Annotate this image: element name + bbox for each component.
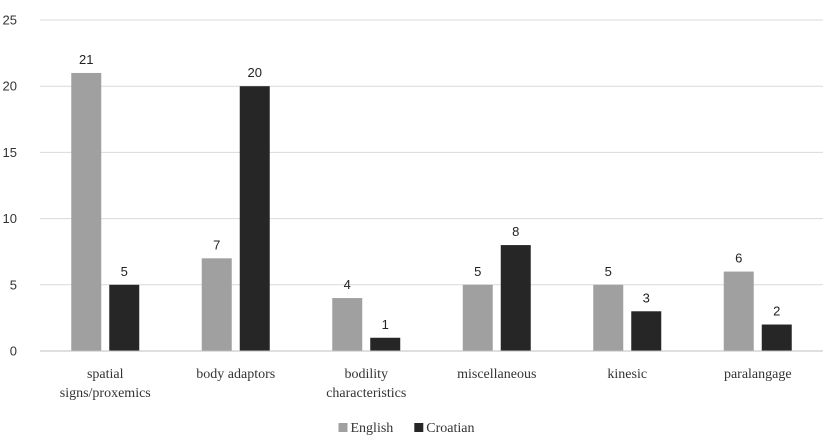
data-label-croatian-5: 2 (773, 304, 780, 319)
data-label-english-1: 7 (213, 237, 220, 252)
y-axis: 0 5 10 15 20 25 (3, 13, 17, 359)
category-label: miscellaneous (457, 367, 536, 382)
bar-english-5 (723, 271, 754, 351)
category-label-line: kinesic (607, 367, 647, 382)
data-label-english-0: 21 (79, 52, 93, 67)
data-label-english-3: 5 (474, 264, 481, 279)
y-tick-label: 15 (3, 145, 17, 160)
bar-english-4 (593, 284, 624, 351)
bar-croatian-5 (761, 324, 792, 351)
category-label: body adaptors (196, 367, 275, 382)
category-label-line: spatial (87, 367, 124, 382)
bar-english-0 (71, 72, 102, 352)
legend-label-croatian: Croatian (426, 421, 474, 436)
x-axis: spatial signs/proxemics body adaptors bodil… (40, 350, 823, 401)
data-label-croatian-2: 1 (382, 317, 389, 332)
category-label-line: characteristics (326, 386, 406, 401)
category-label-line: miscellaneous (457, 367, 536, 382)
data-label-english-5: 6 (735, 251, 742, 266)
data-label-croatian-3: 8 (512, 224, 519, 239)
bar-croatian-2 (370, 337, 401, 351)
category-label: kinesic (607, 367, 647, 382)
data-label-croatian-0: 5 (121, 264, 128, 279)
data-label-croatian-4: 3 (643, 290, 650, 305)
bar-croatian-0 (109, 284, 140, 351)
bar-english-3 (462, 284, 493, 351)
y-tick-label: 10 (3, 211, 17, 226)
bar-english-1 (201, 258, 232, 351)
y-tick-label: 25 (3, 13, 17, 28)
legend-label-english: English (351, 421, 394, 436)
category-label-line: bodility (344, 367, 388, 382)
legend: English Croatian (338, 421, 475, 436)
legend-swatch-english (338, 423, 348, 432)
category-label-line: body adaptors (196, 367, 275, 382)
category-label-line: signs/proxemics (60, 386, 151, 401)
bar-croatian-1 (239, 86, 270, 351)
legend-swatch-croatian (414, 423, 424, 432)
bar-english-2 (332, 298, 363, 351)
category-label: spatial signs/proxemics (60, 367, 151, 401)
gridlines (40, 19, 823, 286)
bar-croatian-4 (631, 311, 662, 351)
y-tick-label: 20 (3, 79, 17, 94)
data-label-croatian-1: 20 (248, 65, 262, 80)
y-tick-label: 5 (10, 277, 17, 292)
data-label-english-2: 4 (344, 277, 351, 292)
category-label: bodility characteristics (326, 367, 406, 401)
bar-croatian-3 (500, 245, 531, 351)
category-label-line: paralangage (724, 367, 792, 382)
data-labels: 21 5 7 20 4 1 5 8 5 3 6 2 (79, 52, 780, 332)
bars (71, 72, 792, 352)
category-label: paralangage (724, 367, 792, 382)
y-tick-label: 0 (10, 344, 17, 359)
data-label-english-4: 5 (605, 264, 612, 279)
